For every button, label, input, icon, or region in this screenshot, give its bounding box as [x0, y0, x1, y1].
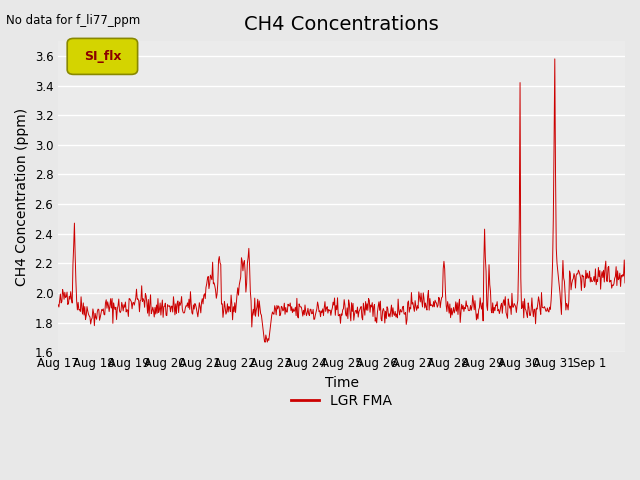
Text: No data for f_li77_ppm: No data for f_li77_ppm [6, 14, 141, 27]
X-axis label: Time: Time [324, 376, 358, 390]
Text: SI_flx: SI_flx [84, 50, 121, 63]
Y-axis label: CH4 Concentration (ppm): CH4 Concentration (ppm) [15, 108, 29, 286]
Title: CH4 Concentrations: CH4 Concentrations [244, 15, 439, 34]
Legend: LGR FMA: LGR FMA [285, 389, 397, 414]
